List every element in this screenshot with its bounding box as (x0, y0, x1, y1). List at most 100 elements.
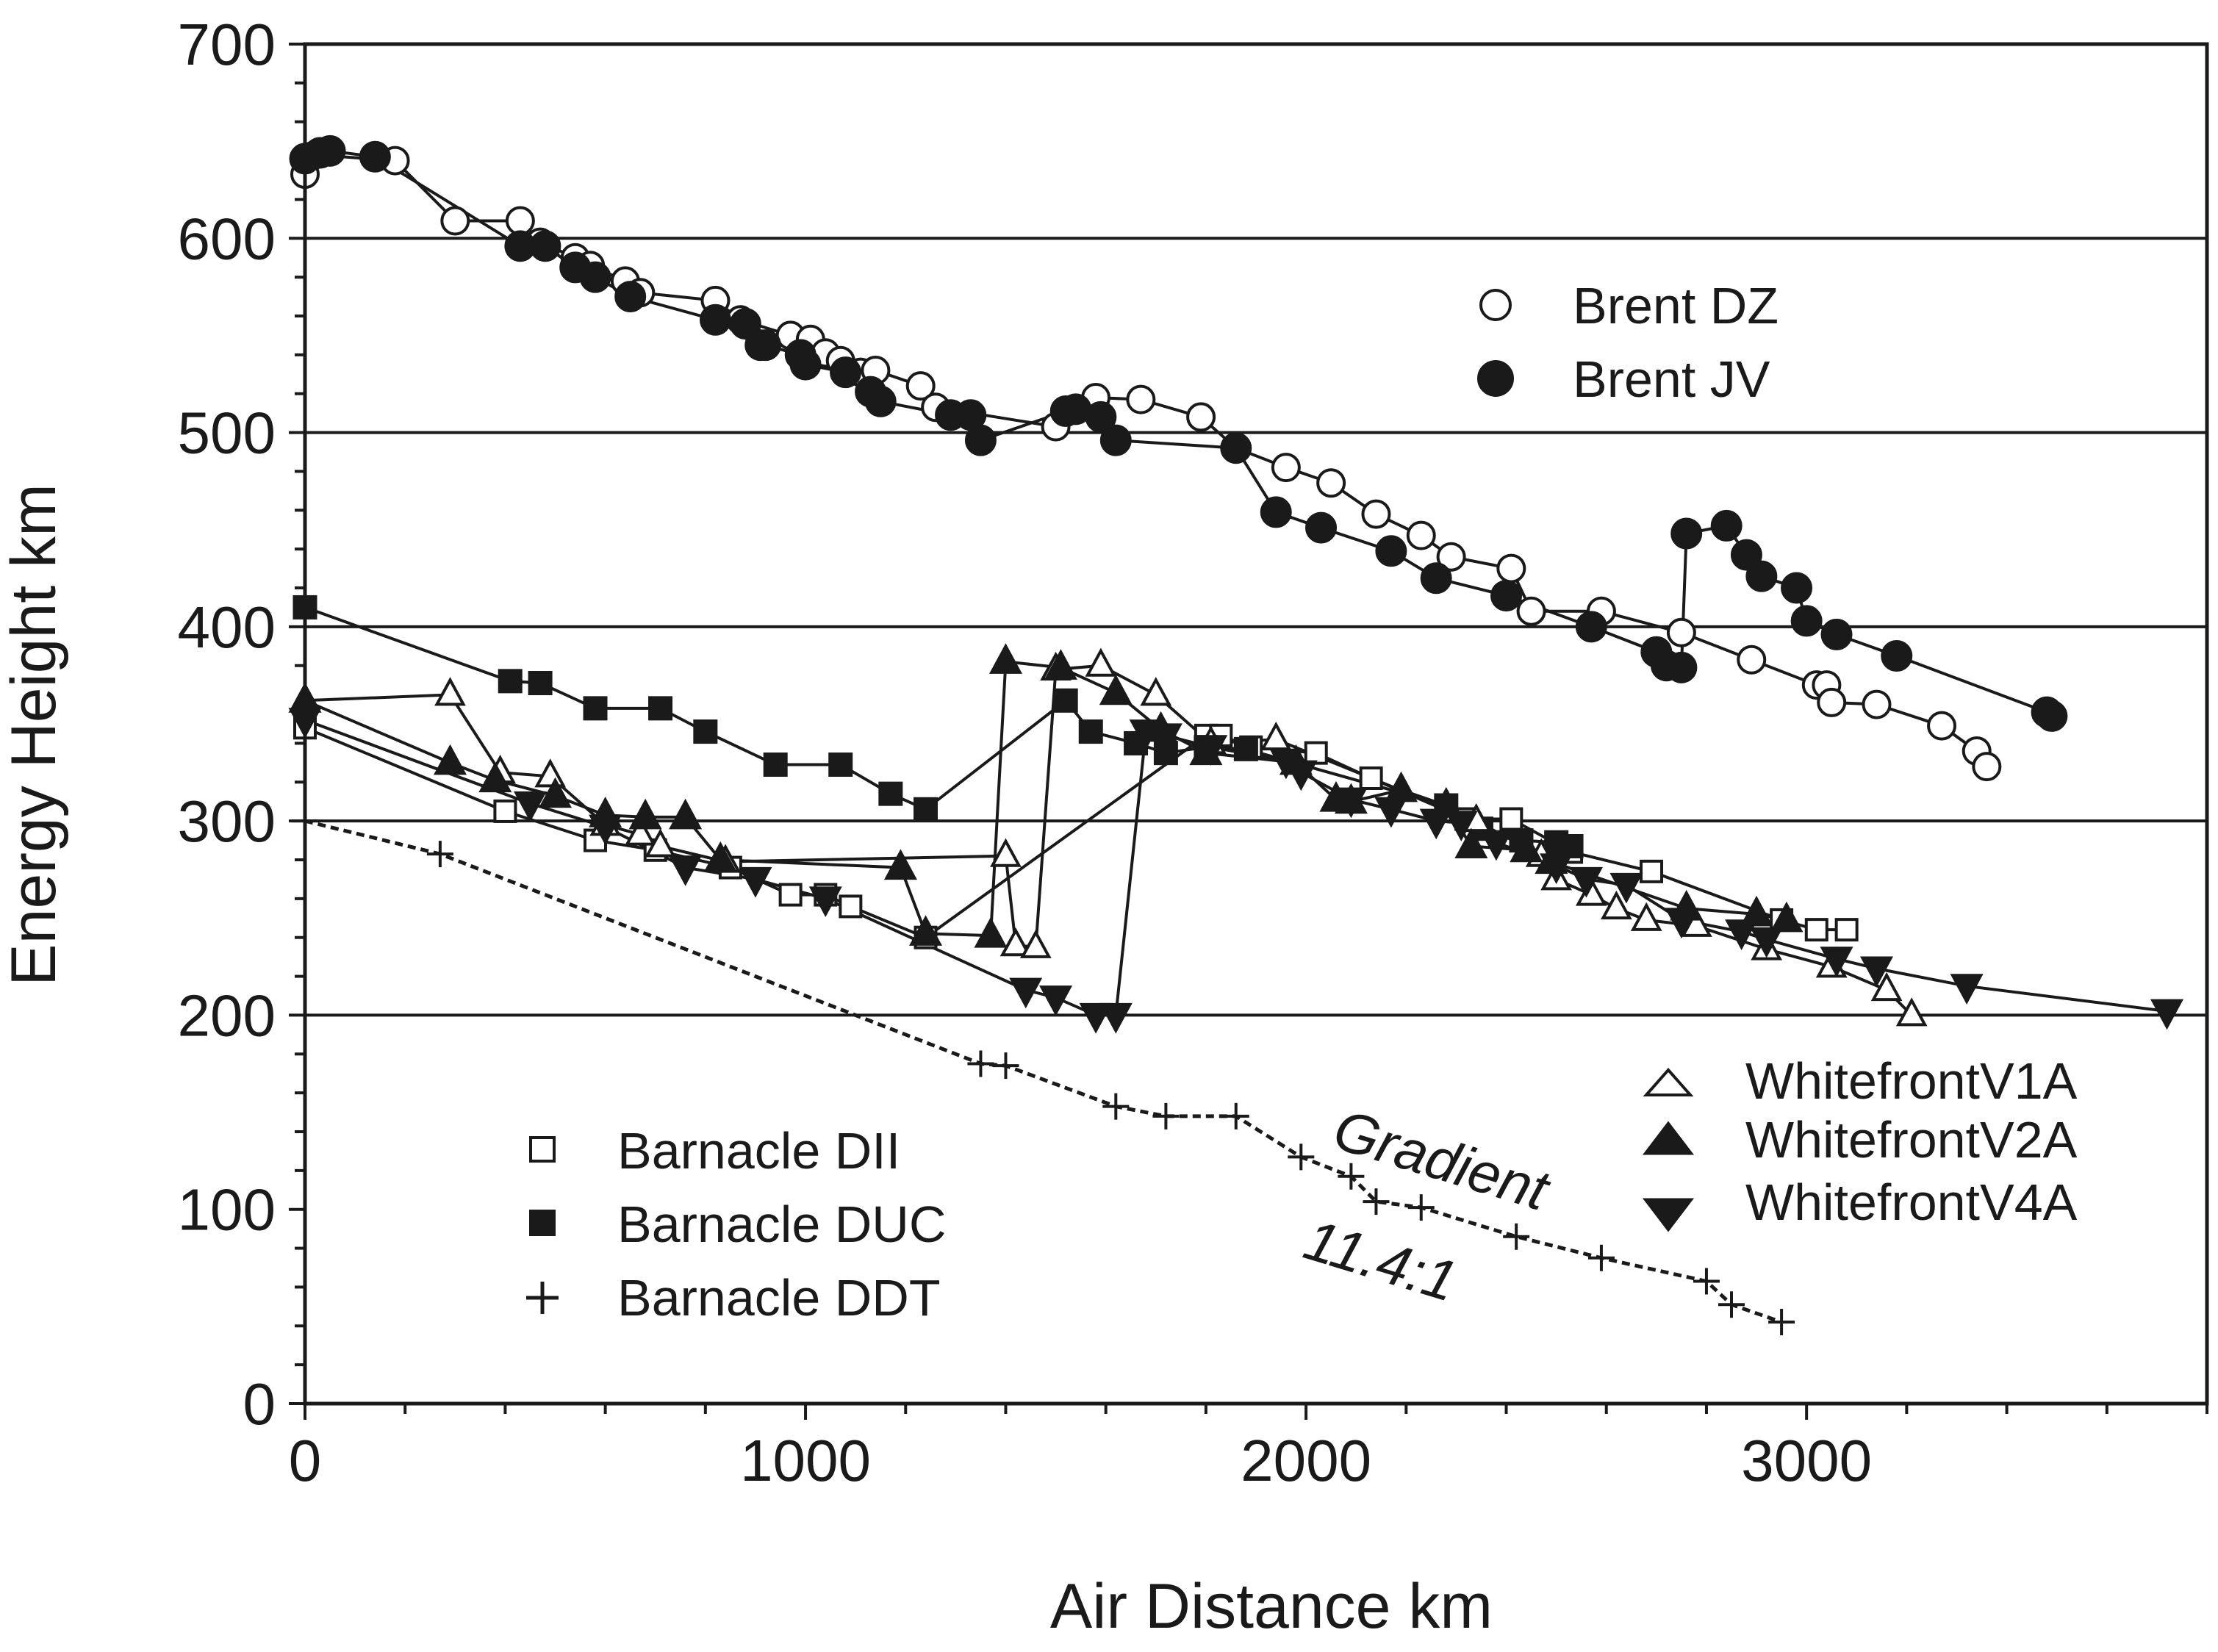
data-point-barnacle-duc-3 (583, 696, 608, 721)
data-point-whitefront-v2a-12 (1044, 649, 1077, 680)
data-point-whitefront-v4a-24 (1725, 919, 1759, 950)
data-point-whitefront-v4a-28 (1950, 974, 1984, 1005)
data-point-whitefront-v1a-20 (1600, 890, 1632, 920)
data-point-brent-dz-18 (905, 371, 936, 401)
data-point-brent-dz-30 (1496, 553, 1526, 583)
legend-label-barnacle-dii: Barnacle DII (617, 1122, 900, 1179)
data-point-brent-dz-23 (1186, 402, 1216, 432)
data-point-whitefront-v4a-23 (1665, 908, 1698, 939)
data-point-barnacle-dii-13 (1359, 766, 1383, 790)
data-point-brent-dz-41 (1972, 752, 2002, 782)
data-point-whitefront-v2a-10 (974, 916, 1008, 948)
legend-label-brent-jv: Brent JV (1573, 351, 1770, 408)
data-point-brent-dz-39 (1927, 711, 1957, 741)
data-point-whitefront-v2a-11 (988, 643, 1022, 674)
y-tick-label-400: 400 (178, 595, 276, 660)
data-point-whitefront-v2a-2 (478, 761, 512, 793)
data-point-barnacle-dii-19 (1804, 918, 1828, 942)
data-point-brent-dz-34 (1737, 644, 1767, 675)
data-point-barnacle-ddt-5 (1152, 1102, 1180, 1130)
legend-marker-barnacle-ddt (526, 1282, 559, 1314)
plot-frame (303, 42, 2209, 1406)
data-point-brent-jv-26 (1260, 496, 1292, 528)
axis-ticks (289, 43, 2208, 1420)
data-point-barnacle-dii-17 (1640, 859, 1664, 883)
legend-marker-whitefront-v2a (1642, 1121, 1695, 1155)
data-point-barnacle-duc-7 (828, 753, 853, 777)
legend-marker-barnacle-dii (529, 1136, 556, 1163)
data-point-barnacle-ddt-11 (1503, 1223, 1530, 1250)
data-point-brent-jv-20 (964, 424, 997, 456)
legend-marker-barnacle-duc (529, 1210, 556, 1236)
data-point-brent-jv-14 (789, 348, 822, 381)
data-point-barnacle-ddt-3 (992, 1052, 1019, 1080)
data-point-barnacle-duc-10 (1053, 688, 1078, 713)
legend-marker-whitefront-v1a (1643, 1067, 1694, 1096)
data-point-brent-dz-37 (1817, 687, 1847, 717)
data-point-brent-jv-25 (1220, 432, 1252, 464)
data-point-brent-dz-33 (1666, 617, 1696, 647)
data-point-whitefront-v4a-22 (1609, 872, 1643, 904)
data-point-brent-jv-36 (1710, 509, 1743, 542)
data-point-brent-jv-17 (864, 385, 897, 417)
data-point-barnacle-dii-12 (1304, 741, 1328, 765)
data-point-brent-dz-4 (505, 206, 535, 236)
data-point-whitefront-v2a-9 (908, 915, 943, 946)
data-point-whitefront-v4a-29 (2150, 999, 2184, 1030)
data-point-brent-jv-5 (529, 230, 561, 262)
x-tick-label-2000: 2000 (1241, 1428, 1371, 1493)
data-point-barnacle-duc-6 (763, 753, 788, 777)
data-point-whitefront-v4a-14 (1284, 760, 1318, 791)
x-tick-label-3000: 3000 (1741, 1428, 1872, 1493)
data-point-whitefront-v1a-1 (434, 677, 466, 706)
data-point-whitefront-v1a-8 (990, 838, 1022, 867)
legend-marker-whitefront-v4a (1642, 1198, 1695, 1232)
data-point-whitefront-v1a-3 (534, 758, 567, 788)
data-point-whitefront-v1a-13 (1140, 677, 1172, 706)
data-point-whitefront-v2a-8 (883, 849, 917, 880)
y-tick-label-600: 600 (178, 206, 276, 271)
data-point-whitefront-v4a-25 (1750, 927, 1784, 958)
data-point-whitefront-v4a-3 (669, 855, 703, 886)
data-point-brent-jv-35 (1670, 517, 1703, 550)
data-point-brent-dz-25 (1271, 453, 1301, 483)
data-point-brent-jv-27 (1305, 511, 1338, 544)
legend-label-whitefront-v4a: WhitefrontV4A (1745, 1174, 2078, 1231)
data-point-whitefront-v1a-12 (1085, 647, 1117, 677)
data-point-whitefront-v2a-3 (539, 777, 573, 808)
data-point-whitefront-v4a-15 (1334, 787, 1368, 819)
tick-labels: 0 1000 2000 3000 0 100 200 300 400 500 600 700 (178, 12, 1873, 1493)
data-point-brent-jv-40 (1790, 605, 1823, 637)
data-point-whitefront-v4a-19 (1479, 830, 1513, 861)
legend-label-barnacle-ddt: Barnacle DDT (617, 1269, 941, 1326)
data-point-brent-dz-26 (1316, 468, 1346, 498)
data-point-whitefront-v1a-10 (1019, 929, 1052, 958)
data-point-barnacle-ddt-6 (1222, 1102, 1249, 1130)
data-point-whitefront-v4a-26 (1820, 947, 1853, 977)
data-point-brent-jv-10 (729, 308, 761, 340)
data-point-whitefront-v1a-5 (624, 816, 656, 846)
data-point-brent-jv-28 (1375, 535, 1407, 567)
y-tick-label-200: 200 (178, 983, 276, 1048)
data-point-whitefront-v4a-17 (1419, 808, 1453, 840)
data-point-brent-jv-8 (614, 281, 647, 313)
data-point-brent-dz-38 (1862, 689, 1892, 719)
data-point-brent-jv-12 (750, 329, 782, 362)
data-point-whitefront-v4a-5 (808, 886, 842, 918)
data-point-barnacle-dii-15 (1499, 807, 1523, 831)
data-point-barnacle-dii-1 (493, 799, 517, 823)
data-point-barnacle-dii-7 (839, 894, 863, 919)
data-point-barnacle-duc-5 (693, 719, 718, 744)
data-point-whitefront-v4a-21 (1569, 866, 1604, 898)
data-point-whitefront-v1a-22 (1680, 908, 1712, 937)
data-point-brent-jv-38 (1745, 560, 1778, 592)
data-point-whitefront-v2a-7 (703, 841, 737, 872)
data-point-barnacle-duc-4 (648, 696, 673, 721)
data-point-brent-jv-39 (1781, 572, 1813, 604)
y-tick-label-500: 500 (178, 401, 276, 466)
data-point-barnacle-duc-1 (498, 669, 523, 694)
legend-marker-brent-jv (1477, 360, 1514, 397)
data-point-whitefront-v4a-11 (1149, 723, 1182, 755)
